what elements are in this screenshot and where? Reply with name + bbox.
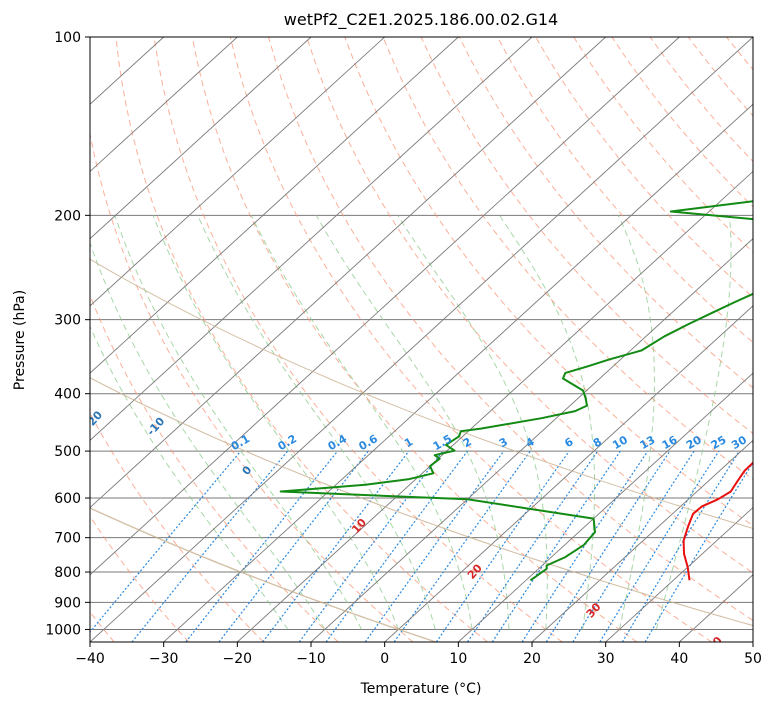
moist-adiabats: [90, 215, 732, 630]
moist-adiabat-line: [499, 215, 596, 630]
mixing-ratio-lines: [90, 450, 753, 642]
x-tick-label: 40: [670, 651, 688, 667]
mixing-ratio-line: [572, 450, 695, 642]
mixing-ratio-line: [185, 450, 339, 642]
isotherm-line: [90, 37, 606, 509]
moist-adiabat-line: [397, 215, 548, 630]
isotherm-line: [90, 37, 680, 576]
isotherm-line: [90, 37, 753, 642]
isotherm-line: [384, 305, 753, 642]
moist-adiabat-line: [250, 215, 473, 630]
moist-adiabat-line: [315, 215, 510, 630]
y-tick-label: 200: [54, 208, 81, 224]
dry-adiabat-line: [268, 37, 753, 622]
mixing-ratio-line: [521, 450, 649, 642]
mixing-ratio-line: [131, 450, 289, 642]
dry-adiabat-line: [90, 515, 190, 642]
y-axis-ticks: 100 200 300 400 500 600 700 800 900 1000: [45, 30, 90, 638]
curved-reference-line: [90, 507, 437, 642]
moist-adiabat-line: [90, 241, 326, 630]
mixing-ratio-label: 36: [750, 433, 770, 452]
y-tick-label: 1000: [45, 622, 81, 638]
y-tick-label: 600: [54, 491, 81, 507]
dry-adiabat-line: [153, 37, 563, 642]
x-tick-label: 10: [449, 651, 467, 667]
dry-adiabat-line: [191, 37, 638, 642]
x-axis-ticks: −40 −30 −20 −10 0 10 20 30 40 50: [75, 642, 762, 667]
mixing-ratio-line: [262, 450, 410, 642]
mixing-ratio-line: [599, 450, 720, 642]
dry-adiabat-line: [496, 37, 753, 344]
mixing-ratio-line: [435, 450, 570, 642]
moist-adiabat-line: [152, 215, 399, 630]
profile-lines: [279, 200, 753, 582]
x-tick-label: 50: [744, 651, 762, 667]
mixing-ratio-line: [621, 450, 740, 642]
isotherm-line: [531, 439, 753, 642]
y-tick-label: 700: [54, 531, 81, 547]
x-tick-label: 30: [597, 651, 615, 667]
isotherm-line: [90, 37, 312, 240]
y-axis-title: Pressure (hPa): [12, 290, 28, 390]
dry-adiabat-line: [306, 37, 753, 574]
moist-adiabat-line: [617, 215, 655, 630]
x-tick-label: 20: [523, 651, 541, 667]
dewpoint-profile-line: [279, 200, 753, 582]
plot-frame: [89, 36, 754, 643]
y-tick-label: 300: [54, 313, 81, 329]
y-tick-label: 500: [54, 444, 81, 460]
dry-adiabat-line: [90, 412, 264, 642]
y-tick-label: 100: [54, 30, 81, 46]
x-tick-label: −20: [223, 651, 253, 667]
x-tick-label: −30: [149, 651, 179, 667]
dry-adiabat-line: [382, 37, 753, 481]
dry-adiabat-line: [90, 131, 414, 642]
mixing-ratio-line: [545, 450, 671, 642]
x-tick-label: 0: [380, 651, 389, 667]
mixing-ratio-line: [466, 450, 599, 642]
curved-reference-line: [90, 258, 753, 529]
x-tick-label: −10: [296, 651, 326, 667]
y-tick-label: 400: [54, 387, 81, 403]
mixing-ratio-line: [90, 450, 242, 633]
isotherm-line: [605, 506, 753, 642]
temperature-profile-line: [682, 461, 753, 581]
dry-adiabat-line: [115, 37, 488, 642]
x-axis-title: Temperature (°C): [360, 681, 482, 697]
isotherm-line: [90, 37, 385, 307]
isotherm-line: [90, 37, 238, 173]
isotherm-line: [237, 170, 753, 642]
mixing-ratio-line: [325, 450, 468, 642]
dry-adiabat-line: [535, 37, 753, 298]
dry-adiabat-label: 40: [705, 634, 725, 654]
x-tick-label: −40: [75, 651, 105, 667]
isotherm-line: [90, 37, 533, 441]
y-tick-label: 800: [54, 565, 81, 581]
isotherm-gridlines: [90, 37, 753, 642]
isotherm-line: [458, 372, 753, 642]
mixing-ratio-line: [298, 450, 444, 642]
chart-title: wetPf2_C2E1.2025.186.00.02.G14: [284, 10, 558, 30]
moist-adiabat-line: [114, 215, 363, 630]
isotherm-line: [90, 37, 459, 374]
plot-area: -100-90-80-70-60-50-40-30-20-10010203040…: [90, 37, 770, 654]
moist-adiabat-line: [655, 215, 732, 630]
mixing-ratio-line: [364, 450, 505, 642]
isotherm-line: [163, 103, 753, 642]
mixing-ratio-line: [218, 450, 369, 642]
moist-adiabat-line: [197, 215, 436, 630]
moist-adiabat-line: [90, 325, 289, 630]
y-tick-label: 900: [54, 595, 81, 611]
isotherm-line: [310, 238, 753, 642]
